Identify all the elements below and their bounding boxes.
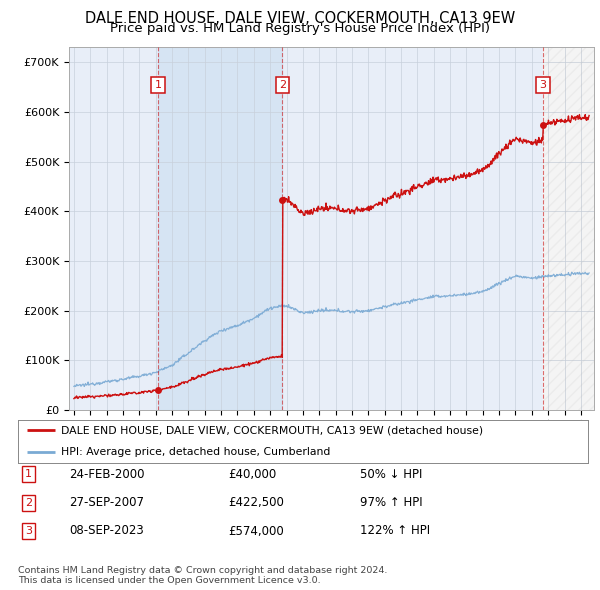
Bar	[158, 47, 282, 410]
Text: DALE END HOUSE, DALE VIEW, COCKERMOUTH, CA13 9EW (detached house): DALE END HOUSE, DALE VIEW, COCKERMOUTH, …	[61, 425, 483, 435]
Text: £574,000: £574,000	[228, 525, 284, 537]
Text: Price paid vs. HM Land Registry's House Price Index (HPI): Price paid vs. HM Land Registry's House …	[110, 22, 490, 35]
Text: 2: 2	[279, 80, 286, 90]
Bar	[543, 47, 594, 410]
Text: DALE END HOUSE, DALE VIEW, COCKERMOUTH, CA13 9EW: DALE END HOUSE, DALE VIEW, COCKERMOUTH, …	[85, 11, 515, 25]
Text: 50% ↓ HPI: 50% ↓ HPI	[360, 468, 422, 481]
Text: 122% ↑ HPI: 122% ↑ HPI	[360, 525, 430, 537]
Text: 3: 3	[25, 526, 32, 536]
Text: 08-SEP-2023: 08-SEP-2023	[69, 525, 144, 537]
Text: £40,000: £40,000	[228, 468, 276, 481]
Text: 97% ↑ HPI: 97% ↑ HPI	[360, 496, 422, 509]
Text: 3: 3	[539, 80, 547, 90]
Text: 2: 2	[25, 498, 32, 507]
Text: 27-SEP-2007: 27-SEP-2007	[69, 496, 144, 509]
Text: £422,500: £422,500	[228, 496, 284, 509]
Text: 24-FEB-2000: 24-FEB-2000	[69, 468, 145, 481]
Text: Contains HM Land Registry data © Crown copyright and database right 2024.
This d: Contains HM Land Registry data © Crown c…	[18, 566, 388, 585]
Bar	[543, 47, 594, 410]
Text: HPI: Average price, detached house, Cumberland: HPI: Average price, detached house, Cumb…	[61, 447, 330, 457]
Text: 1: 1	[154, 80, 161, 90]
Text: 1: 1	[25, 470, 32, 479]
